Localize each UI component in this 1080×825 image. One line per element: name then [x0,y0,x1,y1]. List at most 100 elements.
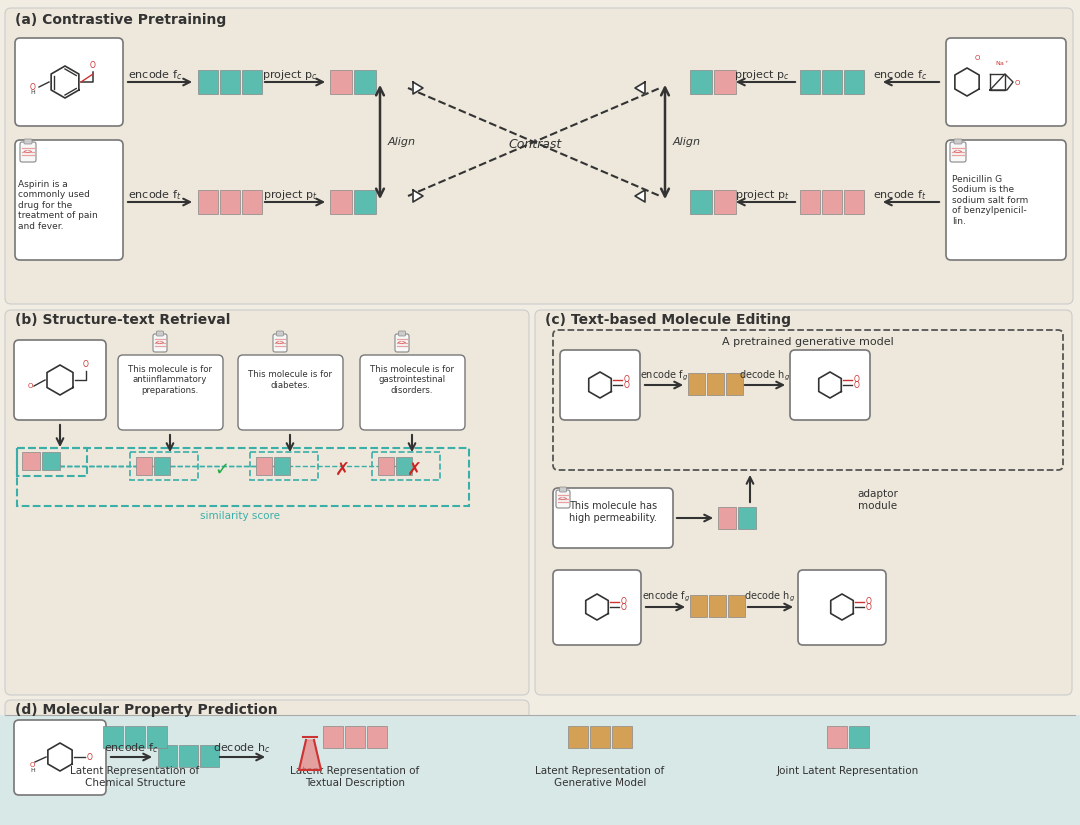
Text: <>: <> [953,148,963,153]
Bar [42,452,60,470]
FancyBboxPatch shape [561,350,640,420]
Bar [354,70,376,94]
Text: This molecule is for
diabetes.: This molecule is for diabetes. [248,370,332,389]
FancyBboxPatch shape [118,355,222,430]
Text: ✓: ✓ [215,461,230,479]
Polygon shape [635,190,645,202]
Text: decode h$_c$: decode h$_c$ [213,741,271,755]
FancyBboxPatch shape [24,139,32,144]
Bar [707,373,724,395]
Text: encode f$_c$: encode f$_c$ [873,68,928,82]
Bar [728,595,745,617]
Bar [822,190,842,214]
Text: This molecule is for
gastrointestinal
disorders.: This molecule is for gastrointestinal di… [370,365,454,395]
Text: Joint Latent Representation: Joint Latent Representation [777,766,919,776]
Text: Aspirin is a
commonly used
drug for the
treatment of pain
and fever.: Aspirin is a commonly used drug for the … [18,180,98,231]
Bar [200,745,219,767]
Bar [274,457,291,475]
Bar [843,190,864,214]
Text: O: O [975,55,981,61]
Text: O: O [28,383,33,389]
Bar [800,190,820,214]
Bar [154,457,170,475]
FancyBboxPatch shape [238,355,343,430]
Text: Align: Align [673,137,701,147]
Bar [396,457,411,475]
Bar [158,745,177,767]
Text: encode f$_t$: encode f$_t$ [874,188,927,202]
Text: similarity score: similarity score [200,511,280,521]
Text: O: O [29,82,35,92]
Bar [738,507,756,529]
Text: encode f$_c$: encode f$_c$ [104,741,158,755]
FancyBboxPatch shape [950,142,966,162]
Bar [147,726,167,748]
Bar [179,745,198,767]
Text: Contrast: Contrast [509,139,562,152]
FancyBboxPatch shape [946,38,1066,126]
Text: <>: <> [396,340,407,345]
Bar [367,726,387,748]
FancyBboxPatch shape [553,488,673,548]
FancyBboxPatch shape [395,334,409,352]
FancyBboxPatch shape [14,340,106,420]
Bar [345,726,365,748]
Text: ✗: ✗ [335,461,350,479]
Bar [17,448,469,506]
Bar [22,452,40,470]
Bar [714,190,735,214]
Text: encode f$_g$: encode f$_g$ [642,590,690,604]
Text: O: O [30,762,36,768]
Text: <>: <> [23,148,33,153]
Text: encode f$_t$: encode f$_t$ [129,188,181,202]
Bar [822,70,842,94]
Text: O: O [866,597,872,606]
Text: <>: <> [154,340,165,345]
Text: decode h$_g$: decode h$_g$ [744,590,796,604]
FancyBboxPatch shape [5,8,1074,304]
Text: O: O [87,752,93,761]
FancyBboxPatch shape [399,331,405,336]
Bar [220,190,240,214]
Bar [256,457,272,475]
Bar [726,373,743,395]
Bar [843,70,864,94]
Text: project p$_c$: project p$_c$ [734,68,789,82]
Text: This molecule has
high permeability.: This molecule has high permeability. [569,502,657,523]
FancyBboxPatch shape [21,142,36,162]
Bar [130,452,198,480]
Bar [249,452,318,480]
Text: Latent Representation of
Chemical Structure: Latent Representation of Chemical Struct… [70,766,200,788]
FancyBboxPatch shape [798,570,886,645]
Bar [690,190,712,214]
Text: O: O [624,375,630,384]
FancyBboxPatch shape [5,310,529,695]
Bar [800,70,820,94]
Text: adaptor
module: adaptor module [858,489,899,511]
FancyBboxPatch shape [15,140,123,260]
Polygon shape [413,190,423,202]
Text: O: O [621,602,626,611]
Bar [690,70,712,94]
Bar [103,726,123,748]
Bar [125,726,145,748]
Text: <>: <> [274,340,285,345]
Bar [708,595,726,617]
Bar [590,726,610,748]
Bar [198,70,218,94]
Text: (a) Contrastive Pretraining: (a) Contrastive Pretraining [15,13,226,27]
FancyBboxPatch shape [535,310,1072,695]
FancyBboxPatch shape [559,487,567,492]
Bar [849,726,869,748]
Bar [372,452,440,480]
Text: <>: <> [557,496,568,501]
Bar [568,726,588,748]
Bar [718,507,735,529]
Polygon shape [299,740,321,770]
Text: decode h$_g$: decode h$_g$ [740,369,791,383]
Bar [827,726,847,748]
FancyBboxPatch shape [276,331,283,336]
Text: O: O [866,602,872,611]
Text: Latent Representation of
Generative Model: Latent Representation of Generative Mode… [536,766,664,788]
Text: O: O [621,597,626,606]
